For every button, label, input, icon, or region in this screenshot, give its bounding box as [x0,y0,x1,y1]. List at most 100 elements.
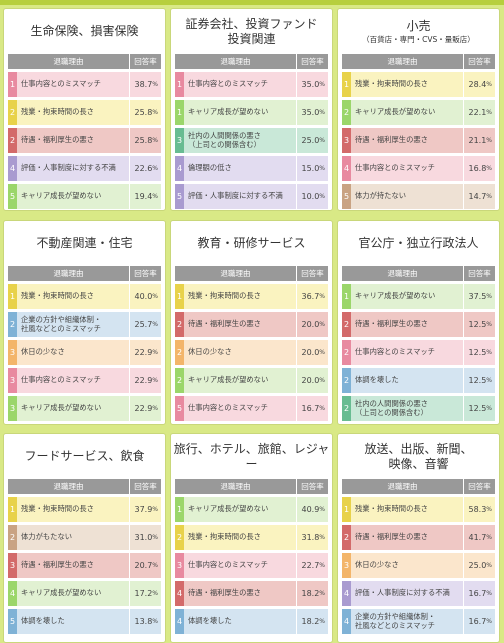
rate-value: 16.7% [463,581,495,606]
rate-value: 58.3% [463,497,495,522]
rank-number: 3 [342,553,351,578]
rank-number: 5 [175,184,184,209]
rank-number: 2 [8,100,17,125]
percent-sign: % [319,349,325,356]
rate-column-header: 回答率 [463,54,495,69]
panel-title: フードサービス、飲食 [4,434,165,479]
reason-column-header: 退職理由 [387,57,418,66]
panel-broadcast: 放送、出版、新聞、 映像、音響 退職理由 回答率 1 残業・拘束時間の長さ 58.3% 2 待遇… [337,433,500,643]
table-row: 2 残業・拘束時間の長さ 31.8% [175,525,328,550]
rank-number: 5 [8,184,17,209]
panel-title: 旅行、ホテル、旅館、レジャー [171,434,332,479]
table-row: 2 仕事内容とのミスマッチ 12.5% [342,340,495,365]
rate-value: 40.9% [296,497,328,522]
percent-sign: % [319,618,325,625]
reason-text: 体力が持たない [351,184,463,209]
table-row: 4 体調を壊した 18.2% [175,609,328,634]
rate-value: 22.9% [129,368,161,393]
table-row: 4 キャリア成長が望めない 17.2% [8,581,161,606]
reason-text: キャリア成長が望めない [17,184,129,209]
rank-number: 4 [8,581,17,606]
table-row: 3 待遇・福利厚生の悪さ 20.7% [8,553,161,578]
rate-number: 16.7 [468,589,487,598]
reason-column-header: 退職理由 [53,269,84,278]
reason-text: 企業の方針や組織体制・ 社風などとのミスマッチ [17,312,129,337]
panel-securities: 証券会社、投資ファンド 投資関連 退職理由 回答率 1 仕事内容とのミスマッチ 35.0% 1… [170,8,333,211]
reason-text: 評価・人事制度に対する不満 [17,156,129,181]
reason-text: 体調を壊した [184,609,296,634]
rank-number: 3 [8,368,17,393]
table-row: 2 休日の少なさ 20.0% [175,340,328,365]
reason-text: 体調を壊した [351,368,463,393]
table-row: 2 残業・拘束時間の長さ 25.8% [8,100,161,125]
table-row: 2 キャリア成長が望めない 20.0% [175,368,328,393]
table-row: 4 待遇・福利厚生の悪さ 18.2% [175,581,328,606]
percent-sign: % [152,81,158,88]
rate-number: 22.9 [134,376,153,385]
rate-value: 22.1% [463,100,495,125]
panel-title: 教育・研修サービス [171,221,332,266]
rate-number: 25.7 [134,320,153,329]
percent-sign: % [152,349,158,356]
percent-sign: % [152,109,158,116]
percent-sign: % [319,321,325,328]
percent-sign: % [152,321,158,328]
percent-sign: % [319,109,325,116]
rank-number: 1 [175,284,184,309]
reason-column-header: 退職理由 [387,269,418,278]
reason-column-header: 退職理由 [387,482,418,491]
percent-sign: % [152,506,158,513]
panel-title-line1: 生命保険、損害保険 [30,24,139,39]
rate-number: 25.8 [134,108,153,117]
rank-number: 2 [175,368,184,393]
rate-number: 20.7 [134,561,153,570]
table-header: 退職理由 回答率 [342,266,495,281]
rate-value: 13.8% [129,609,161,634]
reason-text: 仕事内容とのミスマッチ [351,156,463,181]
rate-value: 16.8% [463,156,495,181]
rank-number: 4 [8,156,17,181]
reason-text: キャリア成長が望めない [351,284,463,309]
panel-title-line2: 映像、音響 [388,456,449,471]
reason-text: 評価・人事制度に対する不満 [184,184,296,209]
rate-value: 25.8% [129,128,161,153]
reason-column-header: 退職理由 [220,482,251,491]
rate-value: 18.2% [296,581,328,606]
percent-sign: % [319,405,325,412]
rank-number: 2 [8,312,17,337]
percent-sign: % [486,165,492,172]
panel-title-line1: 不動産関連・住宅 [36,236,133,251]
rank-number: 1 [8,72,17,97]
reason-text: 社内の人間関係の悪さ （上司との関係含む） [184,128,296,153]
panel-real-estate: 不動産関連・住宅 退職理由 回答率 1 残業・拘束時間の長さ 40.0% 2 企業の方針や組織… [3,220,166,425]
reason-text: 待遇・福利厚生の悪さ [351,525,463,550]
percent-sign: % [319,81,325,88]
panel-title-line1: 官公庁・独立行政法人 [358,236,479,251]
reason-text: 評価・人事制度に対する不満 [351,581,463,606]
percent-sign: % [152,293,158,300]
rate-value: 25.0% [296,128,328,153]
rate-column-header: 回答率 [463,266,495,281]
rate-number: 35.0 [301,108,320,117]
panel-subtitle: （百貨店・専門・CVS・量販店） [362,34,475,44]
rate-value: 22.9% [129,340,161,365]
rate-value: 22.7% [296,553,328,578]
reason-text: キャリア成長が望めない [184,497,296,522]
rate-value: 36.7% [296,284,328,309]
rate-number: 17.2 [134,589,153,598]
rate-column-header: 回答率 [296,479,328,494]
rank-number: 3 [8,553,17,578]
table-row: 1 残業・拘束時間の長さ 37.9% [8,497,161,522]
reason-text: 仕事内容とのミスマッチ [184,396,296,421]
rate-value: 12.5% [463,312,495,337]
rate-column-header: 回答率 [129,266,161,281]
table-header: 退職理由 回答率 [342,54,495,69]
rank-number: 2 [342,368,351,393]
rate-number: 37.9 [134,505,153,514]
rank-number: 3 [8,340,17,365]
reason-text: 社内の人間関係の悪さ （上司との関係含む） [351,396,463,421]
rate-number: 20.0 [301,348,320,357]
table-row: 3 キャリア成長が望めない 22.9% [8,396,161,421]
percent-sign: % [152,377,158,384]
percent-sign: % [152,165,158,172]
